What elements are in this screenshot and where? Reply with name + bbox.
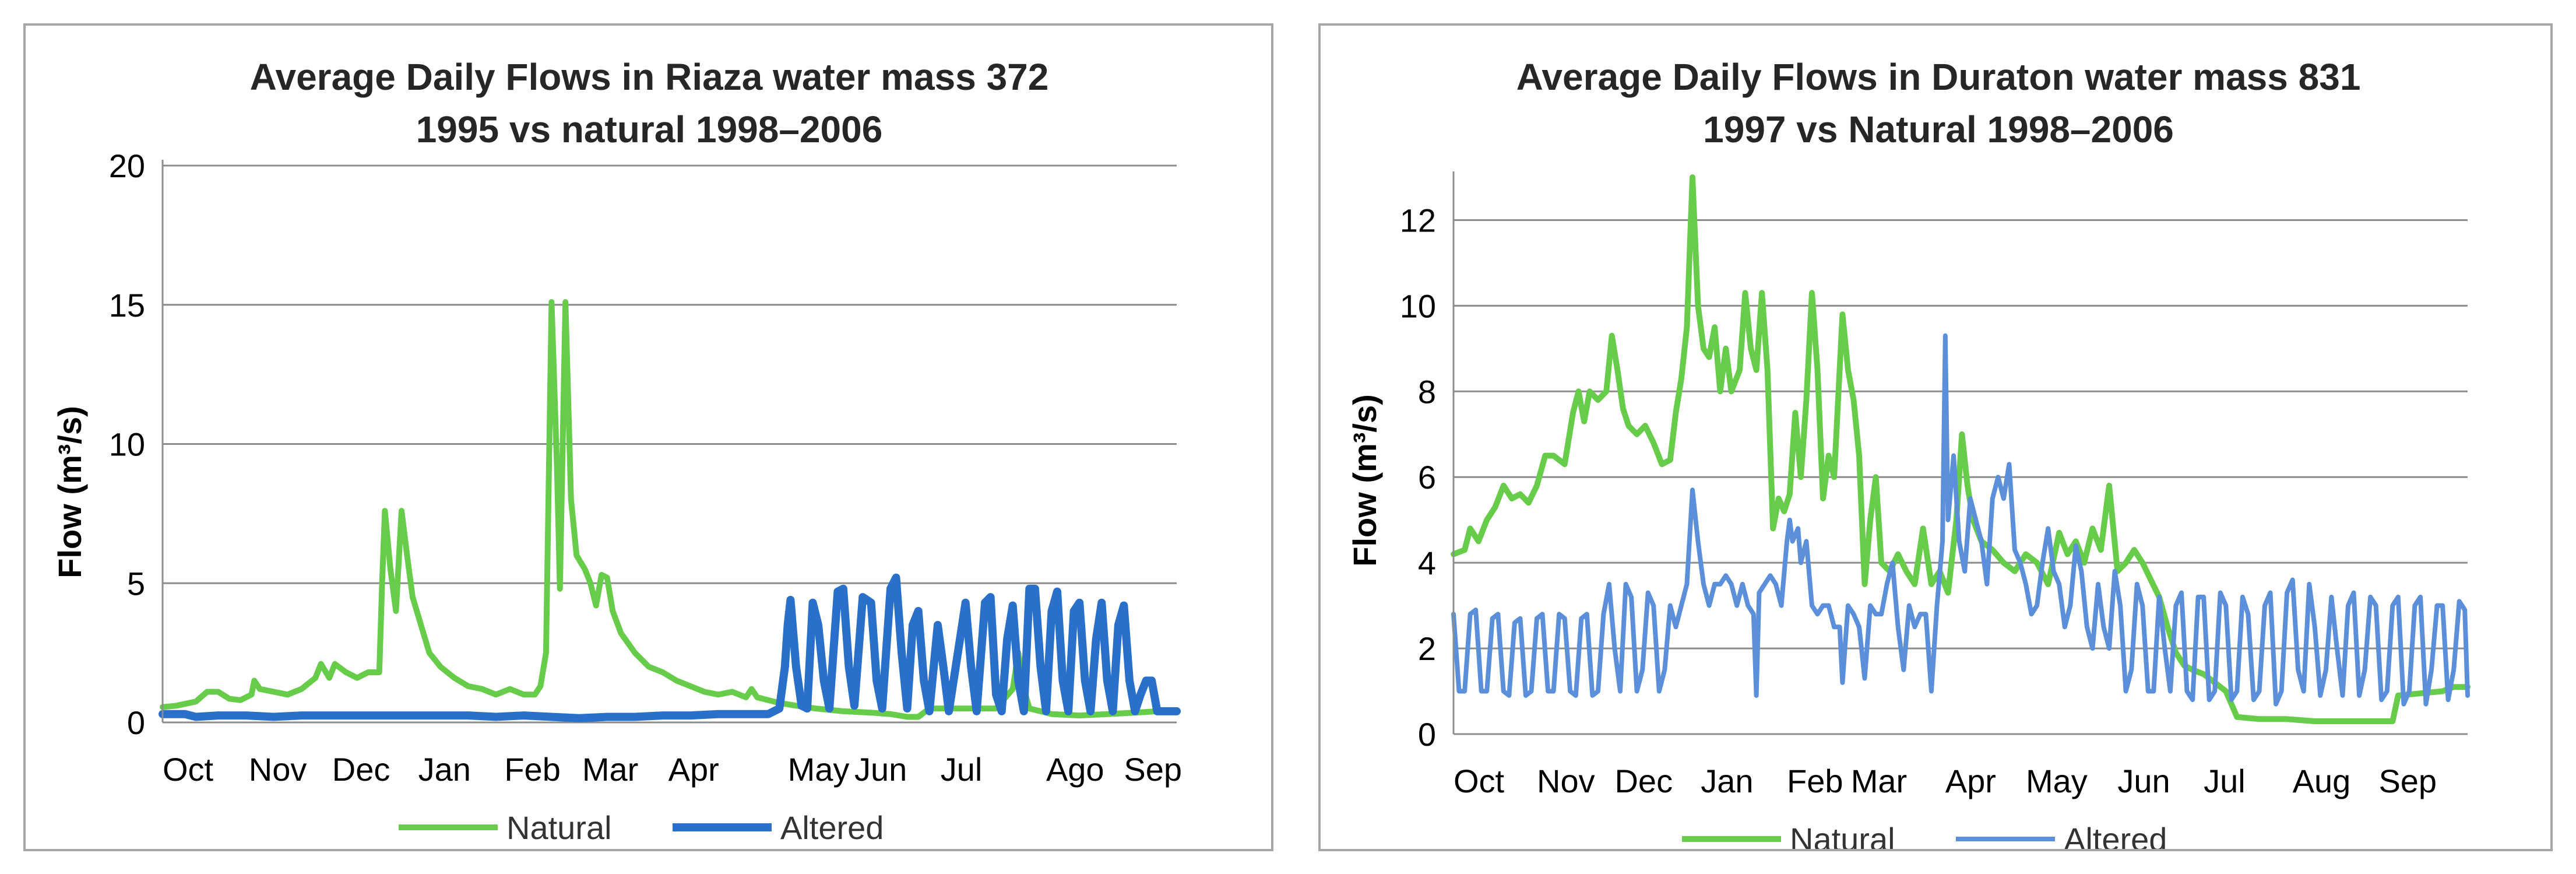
x-tick-label: Jan bbox=[418, 751, 471, 788]
series-line-altered bbox=[159, 573, 1181, 722]
y-axis-label: Flow (m³/s) bbox=[51, 406, 88, 578]
series-line-natural bbox=[1451, 174, 2471, 724]
x-tick-label: Dec bbox=[332, 751, 390, 788]
x-tick-label: Sep bbox=[2378, 763, 2437, 799]
y-tick-label: 4 bbox=[1418, 545, 1436, 581]
chart-panel-riaza: Average Daily Flows in Riaza water mass … bbox=[23, 23, 1273, 851]
legend-label-natural: Natural bbox=[1790, 821, 1895, 849]
y-tick-label: 5 bbox=[127, 565, 145, 602]
chart-title-line-2: 1995 vs natural 1998–2006 bbox=[416, 108, 883, 150]
chart-title-line-2: 1997 vs Natural 1998–2006 bbox=[1703, 108, 2174, 150]
x-tick-label: Oct bbox=[163, 751, 214, 788]
x-tick-label: May bbox=[2026, 763, 2088, 799]
y-tick-label: 2 bbox=[1418, 630, 1436, 667]
chart-duraton: Average Daily Flows in Duraton water mas… bbox=[1346, 56, 2471, 849]
x-tick-label: Feb bbox=[1787, 763, 1843, 799]
y-axis-label: Flow (m³/s) bbox=[1346, 394, 1383, 567]
legend-label-altered: Altered bbox=[780, 809, 884, 846]
y-tick-label: 0 bbox=[127, 704, 145, 741]
x-tick-label: Jan bbox=[1701, 763, 1753, 799]
x-tick-label: Mar bbox=[582, 751, 638, 788]
x-tick-label: Jun bbox=[854, 751, 907, 788]
chart-title-line-1: Average Daily Flows in Duraton water mas… bbox=[1516, 56, 2361, 98]
x-tick-label: Jul bbox=[941, 751, 983, 788]
chart-panel-duraton: Average Daily Flows in Duraton water mas… bbox=[1318, 23, 2553, 851]
chart-riaza: Average Daily Flows in Riaza water mass … bbox=[51, 56, 1182, 846]
x-tick-label: Nov bbox=[249, 751, 307, 788]
x-tick-label: Feb bbox=[504, 751, 561, 788]
x-tick-label: Sep bbox=[1124, 751, 1182, 788]
y-tick-label: 6 bbox=[1418, 459, 1436, 496]
x-tick-label: Apr bbox=[668, 751, 719, 788]
y-tick-label: 8 bbox=[1418, 373, 1436, 410]
series-line-natural bbox=[160, 299, 1180, 720]
legend-label-natural: Natural bbox=[506, 809, 612, 846]
chart-title-line-1: Average Daily Flows in Riaza water mass … bbox=[250, 56, 1049, 98]
x-tick-label: Dec bbox=[1614, 763, 1673, 799]
x-tick-label: Aug bbox=[2293, 763, 2351, 799]
x-tick-label: Jun bbox=[2117, 763, 2170, 799]
x-tick-label: Mar bbox=[1851, 763, 1907, 799]
x-tick-label: Ago bbox=[1046, 751, 1104, 788]
y-tick-label: 20 bbox=[109, 148, 145, 184]
x-tick-label: Nov bbox=[1537, 763, 1595, 799]
y-tick-label: 10 bbox=[1400, 287, 1436, 324]
x-tick-label: May bbox=[788, 751, 850, 788]
x-tick-label: Jul bbox=[2204, 763, 2246, 799]
legend-label-altered: Altered bbox=[2064, 821, 2167, 849]
y-tick-label: 0 bbox=[1418, 716, 1436, 753]
x-tick-label: Apr bbox=[1945, 763, 1996, 799]
x-tick-label: Oct bbox=[1454, 763, 1505, 799]
y-tick-label: 12 bbox=[1400, 202, 1436, 238]
y-tick-label: 15 bbox=[109, 287, 145, 324]
series-line-altered bbox=[1451, 333, 2470, 707]
y-tick-label: 10 bbox=[109, 426, 145, 463]
